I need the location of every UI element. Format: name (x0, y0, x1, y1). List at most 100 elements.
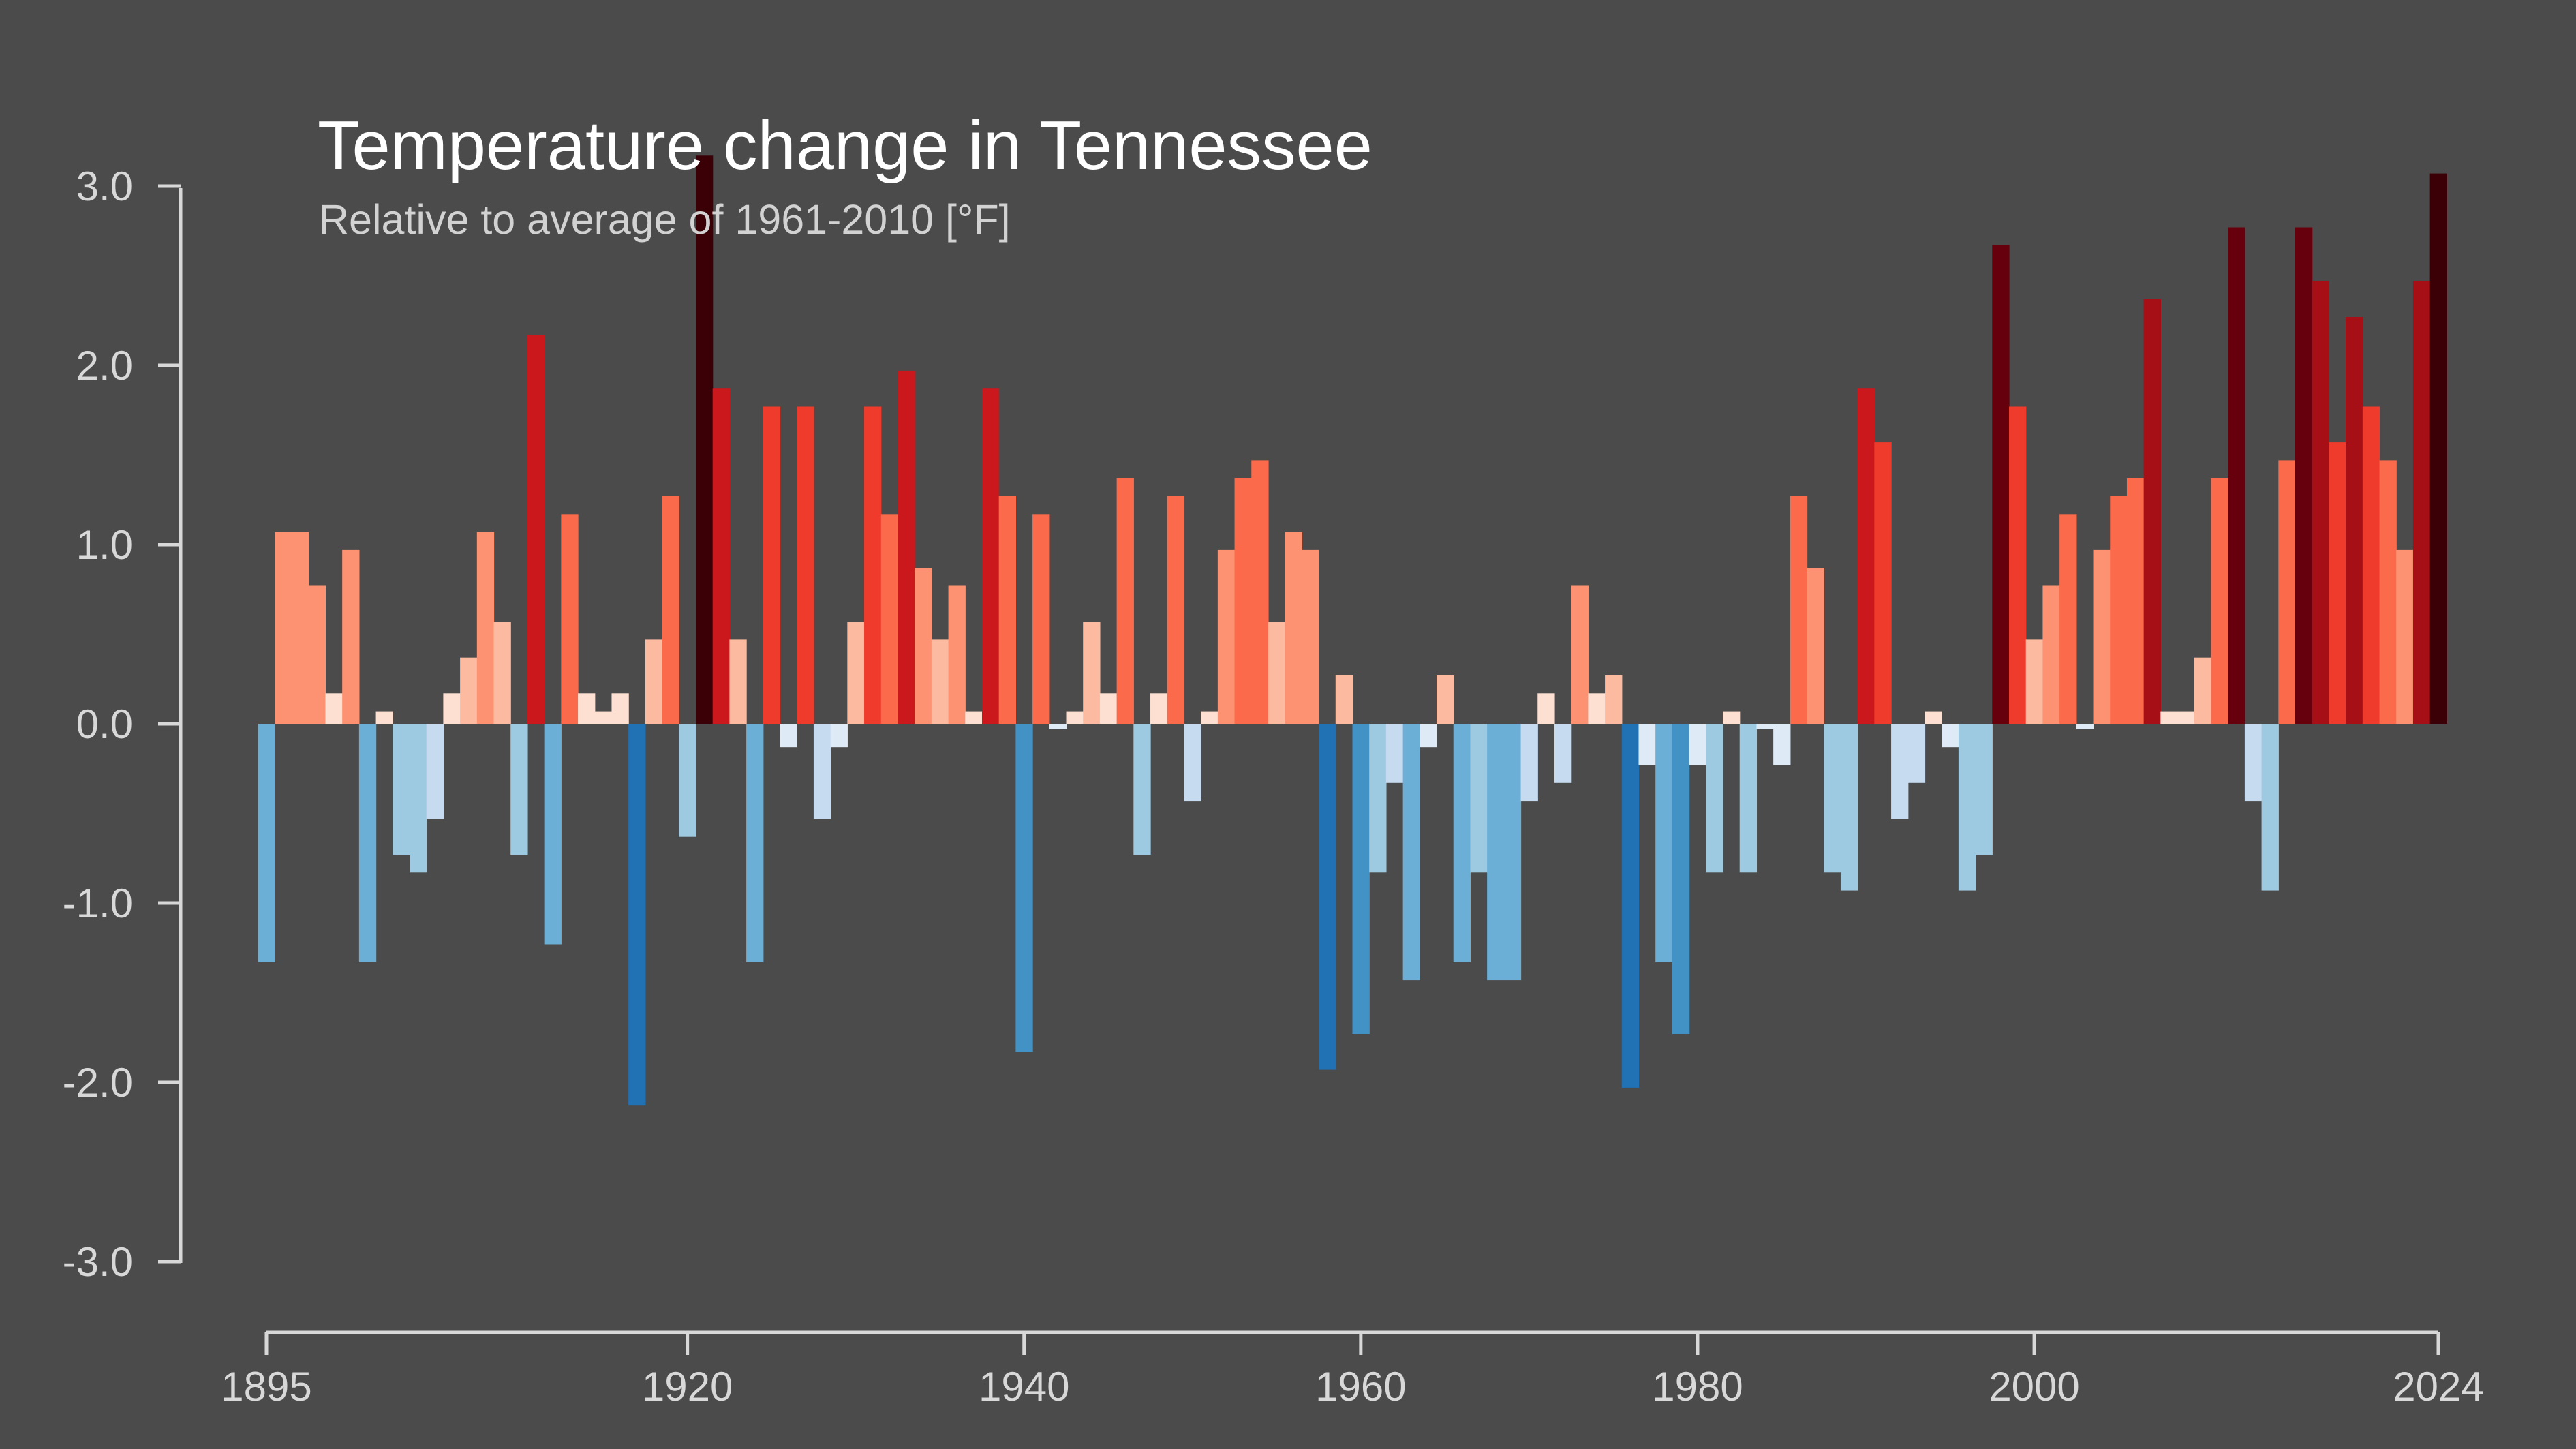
bar-1930 (847, 622, 865, 724)
bar-1914 (578, 693, 596, 724)
bar-2007 (2143, 299, 2161, 724)
bar-2019 (2346, 316, 2363, 724)
bar-1910 (510, 724, 528, 855)
bar-1978 (1655, 724, 1673, 962)
bar-1972 (1554, 724, 1572, 783)
x-tick-label: 1980 (1652, 1364, 1743, 1409)
bar-1911 (527, 335, 545, 724)
chart-subtitle: Relative to average of 1961-2010 [°F] (319, 196, 1011, 243)
bar-1898 (308, 585, 326, 724)
bar-2018 (2329, 442, 2346, 724)
bar-1983 (1739, 724, 1758, 873)
bar-2017 (2312, 281, 2330, 724)
bar-1959 (1335, 675, 1353, 724)
bar-1904 (410, 724, 427, 873)
y-tick-label: 2.0 (76, 343, 133, 388)
bar-2010 (2194, 657, 2212, 724)
bar-1994 (1925, 711, 1942, 724)
bar-1940 (1015, 724, 1033, 1052)
bar-2004 (2093, 549, 2111, 724)
y-tick-label: -3.0 (63, 1239, 133, 1285)
bar-1998 (1992, 245, 2010, 724)
bar-1937 (965, 711, 983, 724)
bar-1934 (915, 568, 932, 724)
bars-group (258, 155, 2447, 1106)
bar-1932 (880, 514, 899, 724)
y-axis-ticks: 3.0 2.0 1.0 0.0 -1.0 -2.0 -3.0 (63, 164, 181, 1285)
bar-1945 (1099, 693, 1118, 724)
bar-1973 (1571, 585, 1589, 724)
bar-1918 (645, 639, 663, 724)
bar-1908 (476, 532, 495, 724)
y-tick-label: -1.0 (63, 881, 133, 926)
bar-1975 (1605, 675, 1623, 724)
bar-1899 (325, 693, 343, 724)
bar-1955 (1268, 622, 1286, 724)
bar-1948 (1150, 693, 1168, 724)
bar-2024 (2429, 173, 2447, 724)
bar-2003 (2076, 724, 2094, 729)
y-tick-label: 1.0 (76, 522, 133, 568)
bar-1931 (864, 406, 882, 724)
bar-1992 (1891, 724, 1909, 819)
bar-1990 (1857, 388, 1875, 724)
bar-1954 (1251, 460, 1269, 724)
bar-1953 (1234, 478, 1252, 724)
x-tick-label: 1940 (979, 1364, 1069, 1409)
x-tick-label: 2024 (2393, 1364, 2483, 1409)
bar-1991 (1874, 442, 1892, 724)
bar-2022 (2396, 549, 2414, 724)
bar-2009 (2177, 711, 2195, 724)
bar-1935 (931, 639, 949, 724)
bar-1982 (1723, 711, 1741, 724)
bar-1944 (1083, 622, 1101, 724)
bar-1966 (1453, 724, 1471, 962)
bar-1963 (1402, 724, 1420, 981)
bar-2012 (2228, 227, 2245, 724)
bar-1964 (1420, 724, 1437, 748)
bar-1993 (1907, 724, 1926, 783)
x-tick-label: 1920 (642, 1364, 733, 1409)
bar-1916 (611, 693, 629, 724)
bar-1984 (1756, 724, 1774, 729)
bar-1943 (1066, 711, 1084, 724)
x-tick-label: 2000 (1989, 1364, 2079, 1409)
bar-2008 (2160, 711, 2178, 724)
bar-1942 (1049, 724, 1067, 729)
bar-1933 (898, 370, 915, 724)
bar-1901 (358, 724, 377, 962)
bar-1962 (1385, 724, 1404, 783)
y-tick-label: -2.0 (63, 1060, 133, 1105)
bar-1895 (258, 724, 275, 962)
bar-1960 (1352, 724, 1370, 1034)
bar-1981 (1706, 724, 1723, 873)
bar-1976 (1621, 724, 1640, 1088)
bar-1902 (375, 711, 393, 724)
bar-1987 (1807, 568, 1824, 724)
bar-1985 (1773, 724, 1791, 765)
bar-1938 (981, 388, 1000, 724)
bar-1913 (561, 514, 579, 724)
y-tick-label: 3.0 (76, 164, 133, 209)
bar-1906 (443, 693, 461, 724)
bar-1970 (1520, 724, 1538, 802)
bar-1896 (275, 532, 292, 724)
bar-1905 (426, 724, 444, 819)
bar-2023 (2412, 281, 2431, 724)
bar-1957 (1302, 549, 1319, 724)
bar-1936 (948, 585, 966, 724)
bar-1951 (1201, 711, 1218, 724)
bar-1997 (1975, 724, 1993, 855)
bar-1968 (1487, 724, 1505, 981)
bar-2011 (2211, 478, 2228, 724)
bar-2005 (2110, 495, 2128, 724)
bar-2001 (2042, 585, 2060, 724)
x-tick-label: 1895 (221, 1364, 311, 1409)
bar-1907 (460, 657, 478, 724)
bar-1988 (1824, 724, 1841, 873)
bar-1922 (712, 388, 730, 724)
bar-1995 (1942, 724, 1959, 748)
bar-1946 (1116, 478, 1134, 724)
bar-1909 (493, 622, 511, 724)
bar-1971 (1537, 693, 1555, 724)
